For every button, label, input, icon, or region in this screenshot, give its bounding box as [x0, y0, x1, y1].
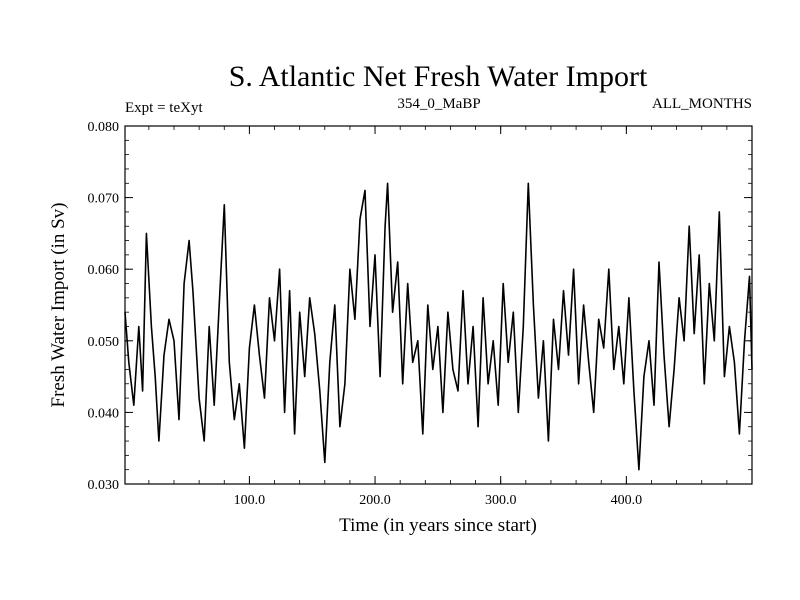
- x-tick-label: 400.0: [611, 493, 643, 508]
- x-tick-label: 300.0: [485, 493, 517, 508]
- chart-title: S. Atlantic Net Fresh Water Import: [229, 60, 648, 93]
- y-axis: 0.030 0.040 0.050 0.060 0.070 0.080: [88, 120, 752, 493]
- y-tick-label: 0.030: [88, 478, 120, 493]
- series-line: [124, 182, 753, 471]
- subtitle-left: Expt = teXyt: [125, 100, 203, 116]
- y-tick-label: 0.070: [88, 192, 120, 207]
- x-axis: 100.0 200.0 300.0 400.0: [148, 126, 728, 508]
- x-tick-label: 200.0: [359, 493, 391, 508]
- x-tick-label: 100.0: [234, 493, 266, 508]
- x-axis-label: Time (in years since start): [339, 515, 537, 536]
- y-tick-label: 0.080: [88, 120, 120, 135]
- y-tick-label: 0.040: [88, 406, 120, 421]
- y-tick-label: 0.050: [88, 335, 120, 350]
- subtitle-right: ALL_MONTHS: [652, 96, 752, 112]
- plot-frame: [124, 125, 753, 485]
- subtitle-center: 354_0_MaBP: [397, 96, 480, 112]
- y-axis-label: Fresh Water Import (in Sv): [48, 203, 69, 408]
- y-tick-label: 0.060: [88, 263, 120, 278]
- series-layer: [124, 182, 753, 471]
